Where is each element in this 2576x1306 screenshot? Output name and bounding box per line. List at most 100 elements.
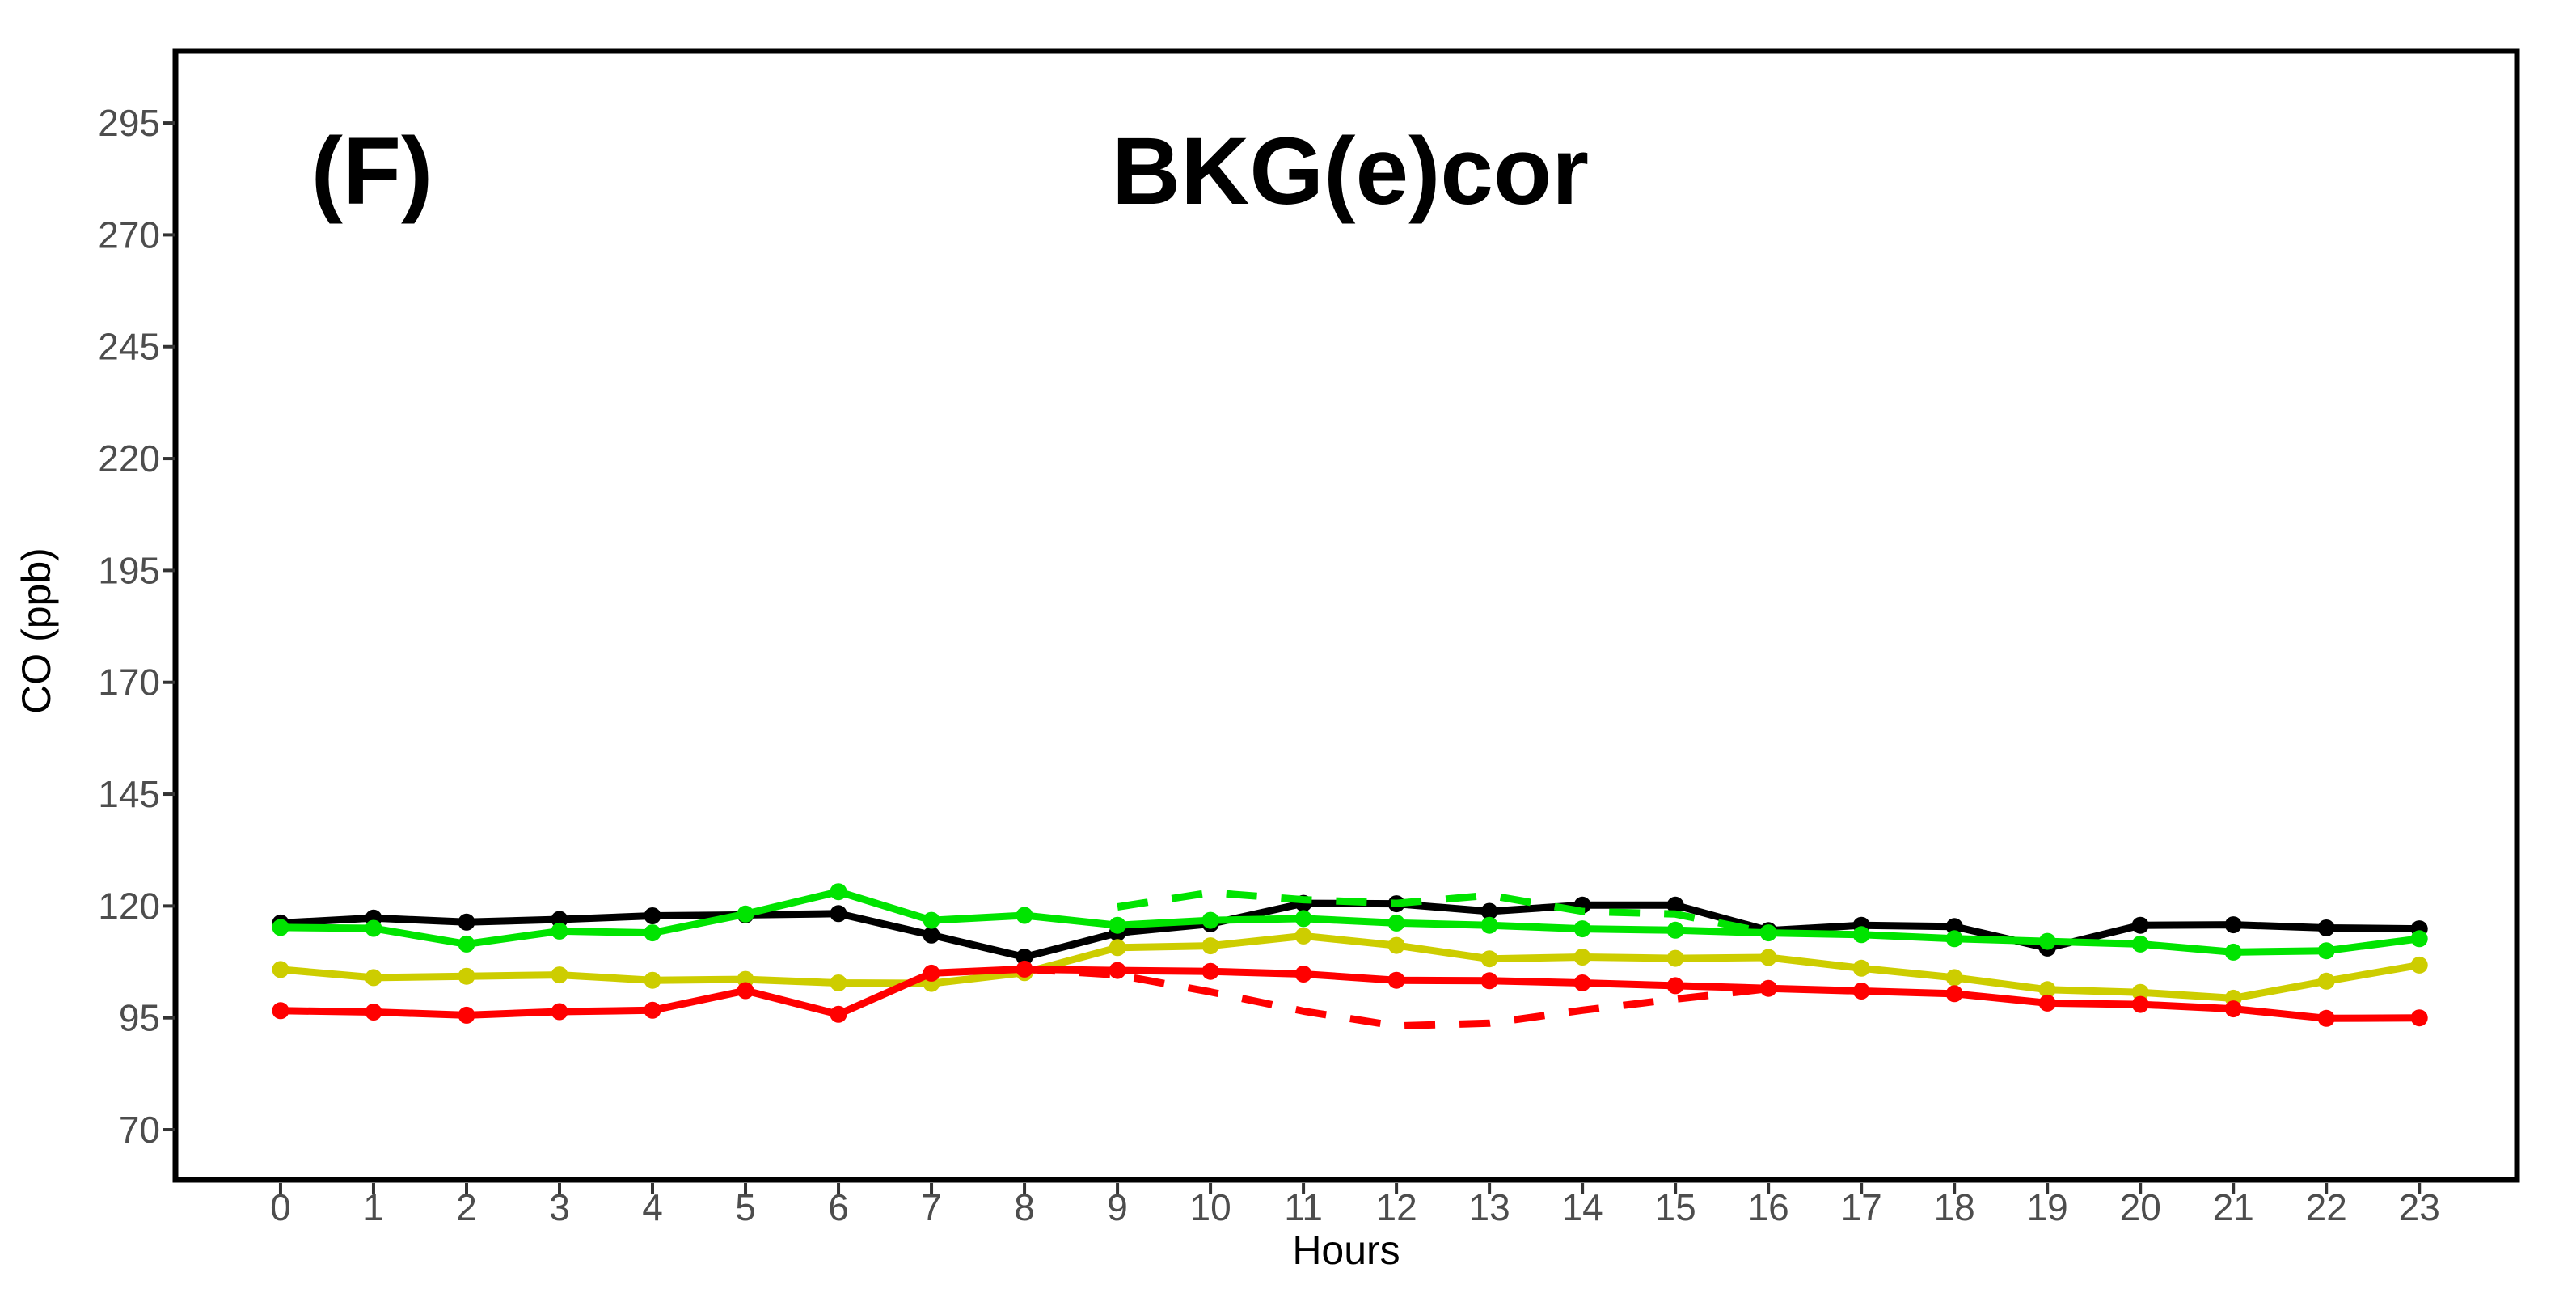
y-tick-label: 145 xyxy=(98,773,160,815)
x-tick-label: 16 xyxy=(1748,1186,1789,1228)
x-tick-label: 13 xyxy=(1469,1186,1510,1228)
data-series xyxy=(272,883,2428,1030)
series-green-solid-marker xyxy=(1109,916,1126,934)
series-yellow-solid-marker xyxy=(2131,983,2149,1001)
series-green-solid-line xyxy=(277,888,2423,956)
series-yellow-solid-marker xyxy=(2038,981,2056,999)
x-tick-label: 2 xyxy=(456,1186,477,1228)
series-yellow-solid-marker xyxy=(1387,936,1405,954)
series-yellow-solid-marker xyxy=(272,961,289,978)
series-red-solid-marker xyxy=(1109,962,1126,979)
panel-label: (F) xyxy=(311,118,433,225)
series-black-solid-marker xyxy=(644,907,661,924)
series-black-solid-marker xyxy=(923,926,940,944)
series-red-solid-marker xyxy=(923,964,940,982)
series-black-solid-marker xyxy=(1666,896,1684,914)
series-black-solid-marker xyxy=(1945,918,1963,936)
series-red-solid-marker xyxy=(1945,985,1963,1003)
series-black-solid-marker xyxy=(830,905,847,923)
x-tick-label: 20 xyxy=(2120,1186,2161,1228)
series-yellow-solid-marker xyxy=(2410,956,2428,974)
series-black-solid-marker xyxy=(1480,902,1498,920)
series-green-solid-marker xyxy=(644,924,661,942)
series-red-solid-marker xyxy=(1387,971,1405,989)
x-tick-label: 5 xyxy=(735,1186,756,1228)
y-axis-title: CO (ppb) xyxy=(14,547,59,714)
series-red-solid-marker xyxy=(551,1003,568,1021)
series-black-solid-marker xyxy=(2131,916,2149,934)
x-tick-label: 12 xyxy=(1376,1186,1417,1228)
series-green-solid-marker xyxy=(365,919,382,937)
x-tick-label: 19 xyxy=(2027,1186,2068,1228)
y-tick-label: 120 xyxy=(98,885,160,927)
series-green-solid-marker xyxy=(737,905,754,923)
x-axis-title: Hours xyxy=(1292,1228,1400,1273)
x-tick-label: 23 xyxy=(2399,1186,2440,1228)
series-yellow-solid-marker xyxy=(1294,927,1312,945)
series-green-solid-marker xyxy=(923,911,940,929)
series-red-solid-marker xyxy=(830,1005,847,1023)
series-red-solid-marker xyxy=(272,1002,289,1020)
series-red-solid-marker xyxy=(2224,1000,2242,1018)
x-tick-label: 1 xyxy=(363,1186,384,1228)
x-tick-label: 8 xyxy=(1014,1186,1035,1228)
series-red-solid-line xyxy=(277,965,2423,1022)
series-red-solid-marker xyxy=(1201,962,1219,980)
series-green-solid-marker xyxy=(1201,911,1219,929)
x-tick-label: 18 xyxy=(1934,1186,1975,1228)
series-yellow-solid-marker xyxy=(458,967,475,985)
series-green-solid-marker xyxy=(458,935,475,953)
y-tick-label: 245 xyxy=(98,326,160,368)
series-yellow-solid-line xyxy=(277,932,2423,1002)
y-tick-label: 220 xyxy=(98,437,160,480)
y-tick-label: 295 xyxy=(98,102,160,144)
x-tick-label: 10 xyxy=(1189,1186,1231,1228)
x-tick-label: 21 xyxy=(2213,1186,2254,1228)
series-yellow-solid-marker xyxy=(365,969,382,987)
series-green-solid-marker xyxy=(1759,924,1777,942)
series-red-solid-marker xyxy=(2410,1009,2428,1027)
chart-title: BKG(e)cor xyxy=(1112,118,1589,225)
series-green-solid-marker xyxy=(1480,916,1498,934)
series-yellow-solid-marker xyxy=(1480,950,1498,968)
series-green-solid-marker xyxy=(272,919,289,936)
series-yellow-solid-marker xyxy=(644,971,661,989)
series-yellow-solid-marker xyxy=(830,974,847,991)
series-red-solid-marker xyxy=(458,1006,475,1024)
series-yellow-solid-marker xyxy=(1852,959,1870,977)
series-black-solid-marker xyxy=(551,911,568,928)
series-red-solid-marker xyxy=(1294,966,1312,983)
series-red-solid-marker xyxy=(2317,1009,2335,1027)
series-yellow-solid-marker xyxy=(551,966,568,984)
series-yellow-solid-marker xyxy=(1759,949,1777,966)
x-tick-label: 4 xyxy=(642,1186,663,1228)
series-green-solid-marker xyxy=(1387,914,1405,932)
series-yellow-solid-marker xyxy=(2317,972,2335,990)
y-tick-label: 270 xyxy=(98,213,160,256)
y-tick-label: 170 xyxy=(98,661,160,704)
series-yellow-solid-marker xyxy=(1573,949,1591,966)
series-green-solid-marker xyxy=(551,922,568,940)
series-yellow-solid-marker xyxy=(1666,949,1684,967)
x-tick-label: 11 xyxy=(1284,1186,1323,1228)
series-green-solid-marker xyxy=(2317,942,2335,960)
series-green-solid-marker xyxy=(1573,920,1591,938)
series-green-solid-marker xyxy=(2410,930,2428,948)
series-green-solid-marker xyxy=(830,883,847,901)
series-yellow-solid-marker xyxy=(1201,937,1219,955)
series-green-solid-marker xyxy=(2131,935,2149,953)
x-tick-label: 7 xyxy=(921,1186,942,1228)
series-green-solid-marker xyxy=(1666,921,1684,939)
series-red-solid-marker xyxy=(365,1004,382,1021)
series-green-solid-marker xyxy=(1016,907,1033,924)
series-green-solid-marker xyxy=(2038,932,2056,950)
series-green-solid-marker xyxy=(1852,926,1870,944)
y-tick-label: 70 xyxy=(119,1109,160,1151)
series-black-solid-marker xyxy=(1016,949,1033,966)
x-tick-label: 22 xyxy=(2306,1186,2347,1228)
series-red-solid-marker xyxy=(1759,979,1777,997)
series-red-dashed-line xyxy=(1024,965,1769,1030)
